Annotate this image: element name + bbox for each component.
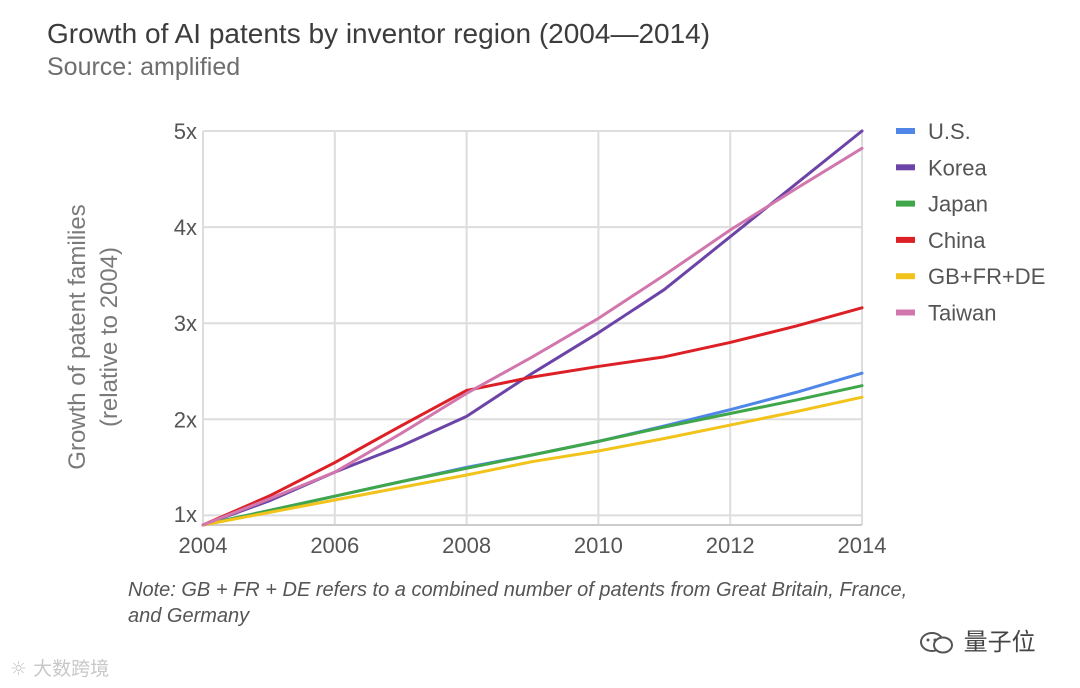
series-lines <box>201 129 864 527</box>
y-axis-label-line1: Growth of patent families <box>64 204 91 469</box>
y-tick-label: 2x <box>174 407 197 432</box>
chart-title: Growth of AI patents by inventor region … <box>47 18 711 49</box>
legend-label: Japan <box>928 192 988 217</box>
series-line-japan <box>201 384 864 527</box>
watermark-right-text: 量子位 <box>963 628 1036 656</box>
legend-swatch <box>896 236 915 243</box>
legend-swatch <box>896 200 915 207</box>
y-tick-label: 4x <box>174 215 197 240</box>
gridlines <box>202 130 863 526</box>
series-line-taiwan <box>201 146 864 527</box>
legend-item: Taiwan <box>896 301 996 326</box>
legend-item: Korea <box>896 155 987 180</box>
y-tick-label: 1x <box>174 502 197 527</box>
y-tick-label: 3x <box>174 311 197 336</box>
x-tick-label: 2004 <box>179 533 228 558</box>
x-axis-ticks: 2004 2006 2008 2010 2012 2014 <box>179 533 887 558</box>
series-line-china <box>201 306 864 527</box>
x-tick-label: 2008 <box>442 533 491 558</box>
legend-label: China <box>928 228 986 253</box>
watermark-left-text: 大数跨境 <box>33 658 110 680</box>
x-tick-label: 2012 <box>706 533 755 558</box>
watermark-left: ☼ 大数跨境 <box>10 654 109 681</box>
legend: U.S. Korea Japan China GB+FR+DE Taiwan <box>896 119 1045 326</box>
legend-swatch <box>896 273 915 280</box>
x-tick-label: 2010 <box>574 533 623 558</box>
wechat-icon <box>920 632 953 654</box>
footnote: Note: GB + FR + DE refers to a combined … <box>128 579 908 627</box>
x-tick-label: 2014 <box>838 533 887 558</box>
legend-swatch <box>896 128 915 134</box>
legend-item: U.S. <box>896 119 971 144</box>
series-line-gb-fr-de <box>201 395 864 527</box>
legend-swatch <box>896 309 915 316</box>
legend-item: Japan <box>896 192 988 217</box>
legend-label: GB+FR+DE <box>928 264 1045 289</box>
watermark-right: 量子位 <box>918 622 1036 657</box>
legend-item: GB+FR+DE <box>896 264 1045 289</box>
y-axis-label: Growth of patent families (relative to 2… <box>64 204 123 469</box>
chart-subtitle: Source: amplified <box>47 53 241 81</box>
series-line-korea <box>201 129 864 527</box>
legend-label: Taiwan <box>928 301 996 326</box>
legend-label: U.S. <box>928 119 971 144</box>
legend-label: Korea <box>928 155 987 180</box>
legend-item: China <box>896 228 986 253</box>
y-axis-label-line2: (relative to 2004) <box>96 247 123 427</box>
weibo-icon: ☼ <box>10 658 28 680</box>
y-tick-label: 5x <box>174 119 197 144</box>
y-axis-ticks: 1x 2x 3x 4x 5x <box>174 119 197 527</box>
legend-swatch <box>896 164 915 171</box>
x-tick-label: 2006 <box>310 533 359 558</box>
